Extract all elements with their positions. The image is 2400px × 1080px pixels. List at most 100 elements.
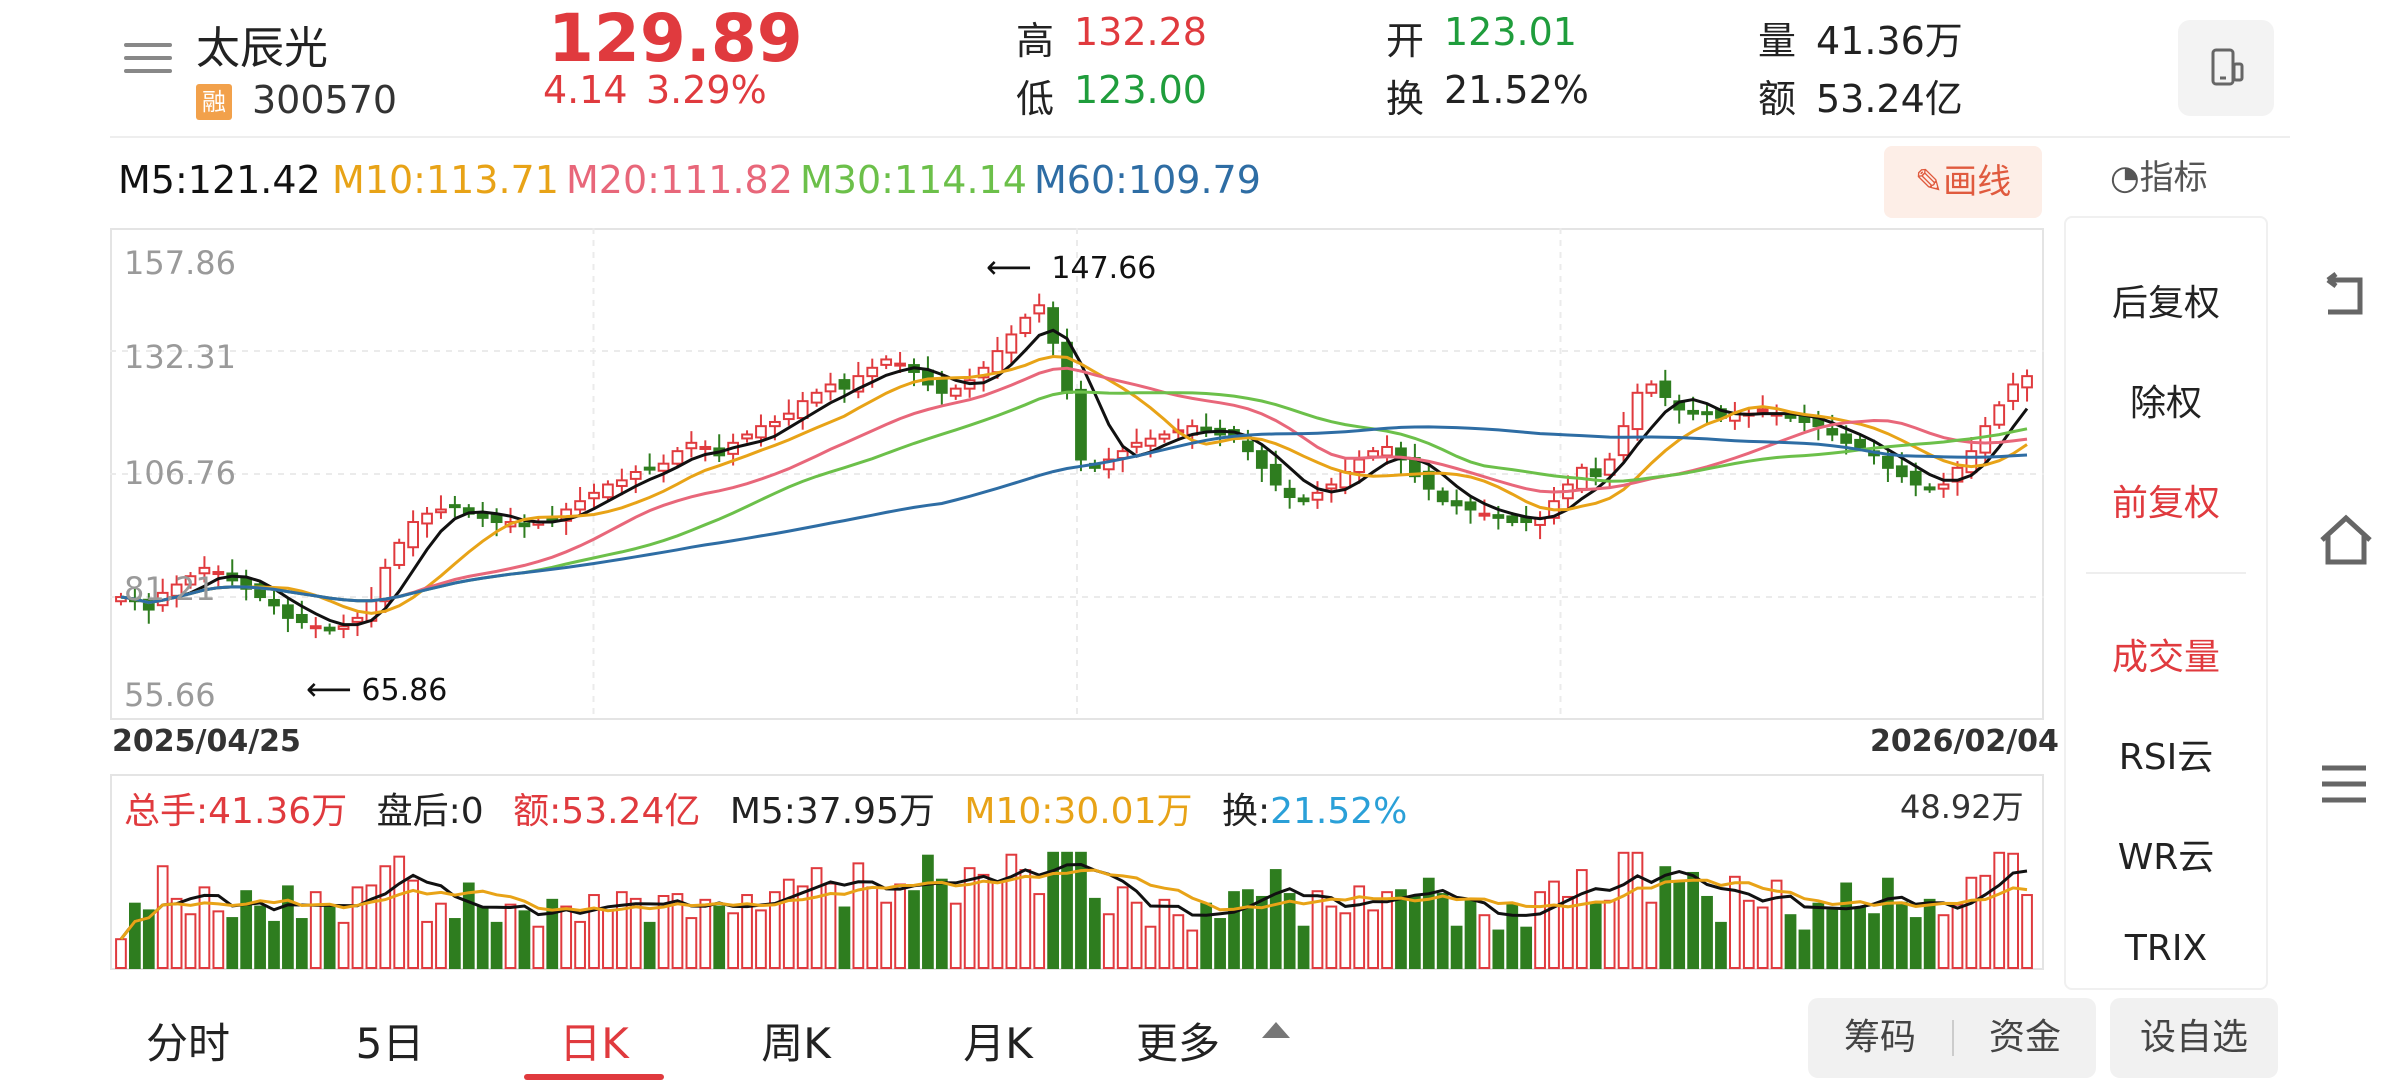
price-axis-label-3: 106.76 [124, 454, 236, 492]
volume-bar [212, 910, 225, 969]
volume-m5: M5:37.95万 [729, 791, 935, 832]
candle-body [991, 350, 1004, 374]
candle-body [1492, 514, 1505, 519]
price-chart[interactable] [110, 228, 2044, 720]
tab-daily-k[interactable]: 日K [559, 1019, 629, 1068]
candle-body [1311, 491, 1324, 501]
volume-bar [1840, 882, 1853, 969]
post-adjust-option[interactable]: 后复权 [2111, 283, 2220, 324]
volume-bar [1826, 909, 1839, 969]
pre-adjust-option[interactable]: 前复权 [2111, 483, 2220, 524]
candle-body [1631, 391, 1644, 431]
volume-turnover-label: 换: [1221, 791, 1271, 832]
volume-bar [671, 893, 684, 969]
volume-bar [337, 921, 350, 970]
draw-line-button[interactable]: ✎画线 [1884, 146, 2042, 218]
chips-button[interactable]: 筹码 [1843, 1017, 1916, 1058]
candle-body [1450, 500, 1463, 507]
ma30-line [120, 390, 2028, 605]
back-icon[interactable] [2316, 268, 2372, 336]
candle-body [1923, 486, 1936, 491]
tab-5day[interactable]: 5日 [355, 1019, 425, 1068]
candle-body [295, 613, 308, 624]
price-chart-svg [110, 228, 2044, 720]
trix-option[interactable]: TRIX [2124, 928, 2208, 969]
candle-body [880, 358, 893, 366]
volume-bar [462, 882, 475, 969]
candle-body [1325, 483, 1338, 490]
tab-monthly-k[interactable]: 月K [963, 1019, 1033, 1068]
volume-bar [1631, 851, 1644, 969]
candle-body [588, 491, 600, 500]
menu-lines-icon[interactable] [2316, 756, 2372, 824]
volume-bar [546, 898, 559, 969]
volume-bar [1186, 929, 1199, 969]
add-watchlist-button[interactable]: 设自选 [2110, 998, 2278, 1078]
candle-body [1436, 490, 1449, 503]
volume-bar [1255, 895, 1268, 969]
volume-bar [643, 921, 656, 970]
menu-icon[interactable] [124, 34, 172, 82]
candle-body [1464, 501, 1477, 511]
candle-body [1882, 455, 1894, 469]
volume-bar [268, 920, 280, 969]
volume-bar [1742, 899, 1755, 969]
draw-line-label: 画线 [1943, 162, 2012, 202]
volume-bar [254, 905, 266, 969]
volume-bar [588, 894, 600, 969]
tab-intraday[interactable]: 分时 [145, 1019, 230, 1068]
candle-body [977, 366, 990, 379]
volume-bar [435, 902, 447, 969]
volume-chart[interactable] [110, 774, 2044, 970]
candle-body [949, 387, 962, 397]
volume-value: 41.36万 [1816, 19, 1963, 63]
volume-bar [240, 890, 253, 969]
home-icon[interactable] [2316, 512, 2376, 580]
volume-bar [922, 854, 934, 969]
tab-weekly-k[interactable]: 周K [761, 1019, 831, 1068]
volume-bar [1951, 903, 1964, 969]
volume-bar [449, 918, 461, 969]
volume-bar [1172, 914, 1185, 969]
volume-bar [1478, 914, 1491, 969]
candle-body [852, 375, 865, 393]
indicator-button[interactable]: ◔指标 [2110, 150, 2208, 199]
ma30-label: M30:114.14 [800, 158, 1027, 202]
volume-bar [1617, 851, 1630, 969]
volume-chart-svg [110, 774, 2044, 970]
volume-bar [393, 855, 406, 969]
volume-bar [295, 918, 308, 969]
volume-indicator-option[interactable]: 成交量 [2111, 637, 2220, 678]
candle-body [574, 500, 586, 511]
tab-more[interactable]: 更多 [1135, 1019, 1220, 1068]
ex-rights-option[interactable]: 除权 [2129, 383, 2202, 424]
funds-button[interactable]: 资金 [1988, 1017, 2061, 1058]
volume-bar [949, 902, 962, 969]
volume-bar [198, 886, 211, 969]
volume-bar [1144, 925, 1157, 969]
candle-body [268, 598, 280, 607]
candle-body [782, 412, 795, 421]
volume-bar [504, 903, 517, 969]
volume-bar [1075, 851, 1087, 969]
volume-bar [282, 885, 294, 969]
candle-body [796, 400, 809, 420]
candle-body [1701, 411, 1713, 416]
volume-bar [184, 913, 197, 970]
pencil-icon: ✎ [1914, 162, 1944, 202]
device-toggle-button[interactable] [2178, 20, 2274, 116]
candle-body [1603, 458, 1616, 476]
candle-body [1993, 404, 2006, 426]
candle-body [184, 575, 197, 586]
caret-up-icon[interactable] [1262, 1022, 1290, 1038]
volume-bar [1909, 917, 1922, 969]
candle-body [1019, 316, 1032, 334]
volume-bar [1701, 895, 1713, 969]
candle-body [866, 366, 879, 378]
rsi-cloud-option[interactable]: RSI云 [2118, 737, 2214, 778]
wr-cloud-option[interactable]: WR云 [2117, 837, 2215, 878]
volume-bar [1520, 926, 1533, 969]
candle-body [393, 541, 406, 566]
volume-bar [755, 909, 767, 969]
volume-bar [142, 909, 155, 969]
